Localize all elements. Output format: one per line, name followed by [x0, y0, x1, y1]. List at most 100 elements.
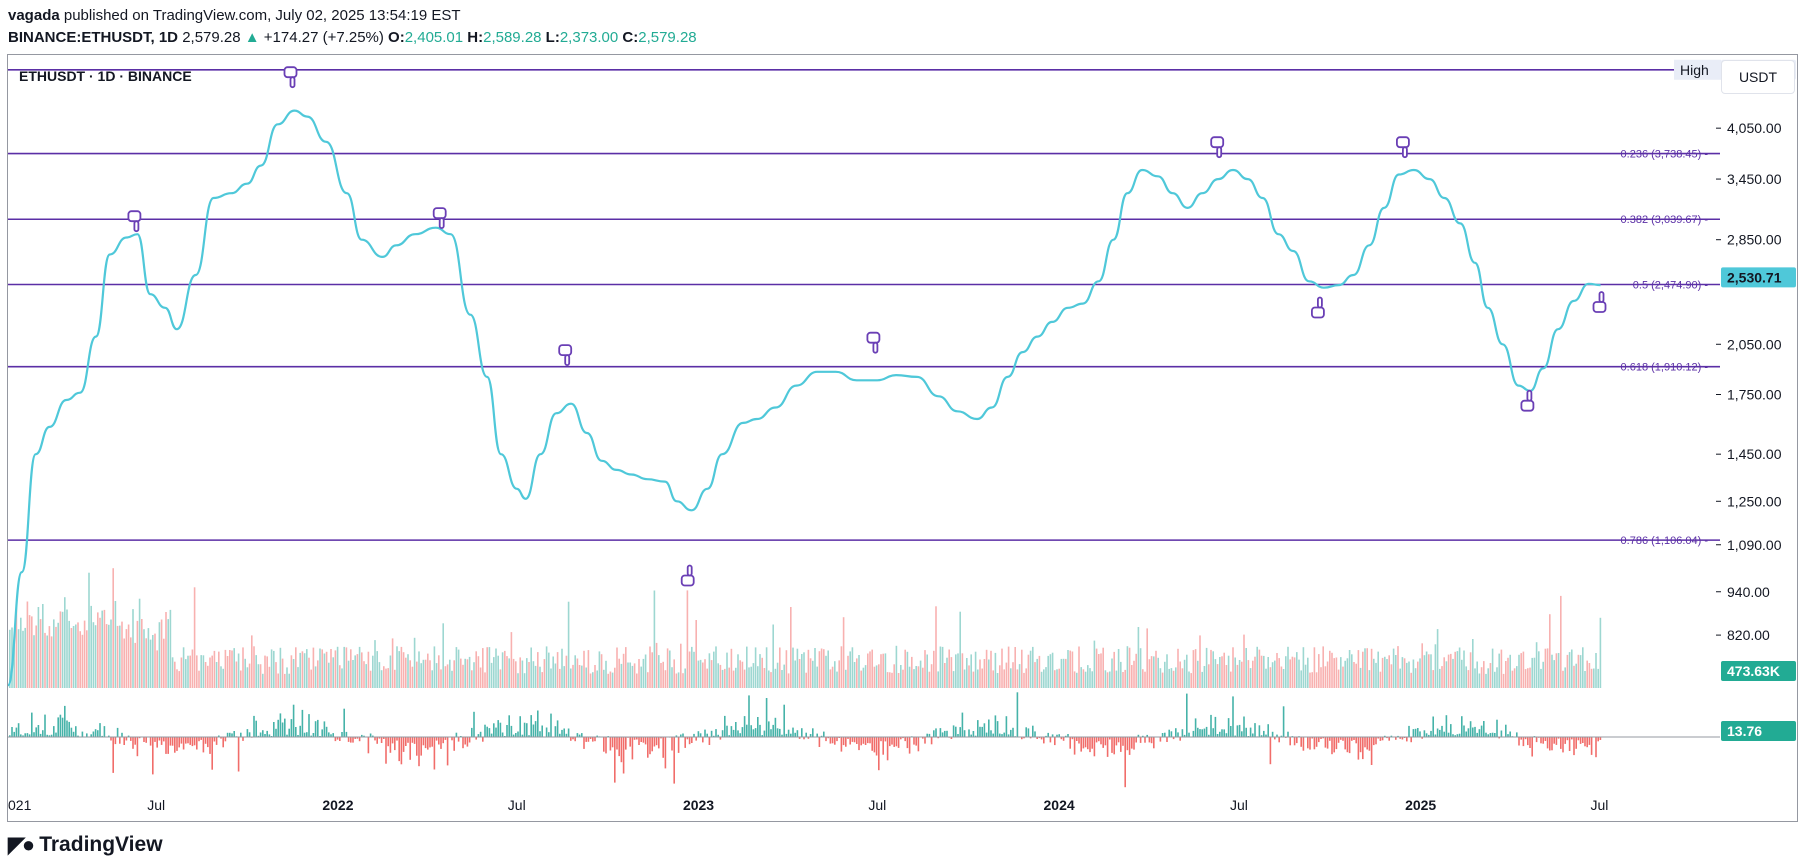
oscillator-bar — [1133, 737, 1135, 750]
oscillator-bar — [1553, 737, 1555, 744]
volume-bar — [475, 651, 477, 688]
volume-bar — [856, 658, 858, 688]
oscillator-bar — [587, 737, 590, 742]
oscillator-bar — [482, 737, 484, 742]
oscillator-bar — [275, 728, 277, 737]
volume-bar — [1443, 657, 1445, 688]
volume-bar — [1353, 662, 1355, 688]
oscillator-bar — [1161, 733, 1164, 737]
volume-bar — [1256, 646, 1258, 688]
oscillator-bar — [902, 737, 904, 739]
oscillator-bar — [1060, 737, 1063, 740]
volume-bar — [1245, 648, 1247, 688]
oscillator-bar — [255, 720, 257, 737]
volume-bar — [321, 649, 323, 688]
oscillator-bar — [831, 737, 834, 744]
volume-bar — [589, 673, 592, 688]
volume-bar — [57, 622, 59, 688]
volume-bar — [1474, 668, 1476, 688]
volume-bar — [805, 672, 807, 688]
oscillator-bar — [1181, 729, 1184, 737]
oscillator-bar — [1381, 737, 1384, 741]
volume-bar — [286, 667, 288, 688]
volume-bar — [317, 660, 319, 688]
volume-bar — [649, 646, 651, 688]
time-tick-label: 021 — [8, 797, 32, 813]
oscillator-bar — [1188, 732, 1190, 737]
oscillator-bar — [1584, 737, 1586, 747]
author-name[interactable]: vagada — [8, 7, 60, 24]
volume-bar — [158, 622, 161, 688]
volume-bar — [792, 647, 794, 688]
price-line-series[interactable] — [8, 109, 1601, 687]
volume-bar — [479, 667, 482, 688]
volume-bar — [948, 649, 950, 688]
chart-legend-title[interactable]: ETHUSDT · 1D · BINANCE — [19, 68, 192, 84]
volume-bar — [477, 656, 480, 688]
volume-bar — [110, 619, 112, 688]
oscillator-bar — [1109, 737, 1111, 740]
volume-bar — [985, 649, 988, 688]
oscillator-bar — [664, 737, 667, 769]
volume-bar — [1274, 660, 1276, 688]
oscillator-bar — [422, 737, 425, 746]
fib-retracement[interactable]: 0 (4,860.236 (3,738.45) -0.382 (3,039.67… — [8, 65, 1720, 547]
volume-bar — [783, 664, 785, 688]
volume-bar — [1397, 646, 1399, 688]
volume-bar — [1269, 667, 1272, 688]
volume-bar — [363, 661, 365, 688]
volume-bar — [1366, 648, 1368, 688]
oscillator-bar — [407, 737, 409, 743]
volume-bar — [1203, 666, 1206, 688]
oscillator-bar — [1507, 734, 1509, 737]
oscillator-bar — [248, 732, 251, 737]
oscillator-bar — [290, 719, 293, 737]
oscillator-bar — [642, 737, 645, 743]
oscillator-bar — [1586, 737, 1588, 748]
volume-bar — [310, 669, 312, 688]
oscillator-bar — [387, 737, 389, 747]
volume-bar — [1483, 661, 1485, 688]
oscillator-bar — [1447, 732, 1450, 737]
volume-bar — [123, 638, 125, 688]
oscillator-bar — [979, 726, 981, 737]
volume-bar — [1071, 651, 1074, 688]
volume-bar — [1104, 670, 1107, 688]
oscillator-bar — [1355, 737, 1357, 744]
volume-bar — [673, 659, 675, 688]
volume-bar — [306, 649, 308, 688]
volume-bar — [26, 601, 29, 688]
oscillator-bar — [174, 737, 176, 753]
oscillator-bar — [974, 735, 977, 737]
volume-bar — [319, 648, 321, 688]
time-axis[interactable]: 021 Jul 2022 Jul 2023 Jul 2024 Jul 2025 Jul — [8, 797, 1608, 813]
oscillator-bar — [1366, 737, 1368, 750]
volume-bar — [638, 659, 640, 688]
oscillator-bar — [840, 737, 843, 752]
oscillator-bar — [339, 737, 341, 741]
currency-button[interactable]: USDT — [1721, 60, 1795, 94]
oscillator-bar — [440, 737, 442, 749]
time-tick-label: Jul — [508, 797, 526, 813]
oscillator-bar — [761, 735, 763, 737]
up-triangle-icon: ▲ — [244, 29, 260, 46]
price-line — [8, 109, 1601, 687]
volume-bar — [1258, 649, 1261, 688]
oscillator-bar — [937, 737, 939, 739]
oscillator-bar — [1571, 737, 1573, 740]
volume-bar — [869, 651, 871, 688]
volume-bar — [587, 650, 590, 688]
volume-bar — [1179, 661, 1181, 688]
volume-bar — [1412, 659, 1415, 688]
oscillator-bar — [699, 733, 702, 737]
oscillator-bar — [1058, 734, 1060, 737]
price-axis[interactable]: 4,050.00 3,450.00 2,850.00 2,050.00 1,750.00… — [1716, 120, 1782, 643]
volume-bar — [152, 635, 154, 688]
oscillator-bar — [763, 730, 766, 737]
oscillator-bar — [671, 737, 673, 751]
oscillator-bar — [233, 731, 235, 737]
volume-bar — [1232, 647, 1234, 688]
oscillator-bar — [697, 731, 700, 737]
volume-bar — [466, 659, 469, 688]
